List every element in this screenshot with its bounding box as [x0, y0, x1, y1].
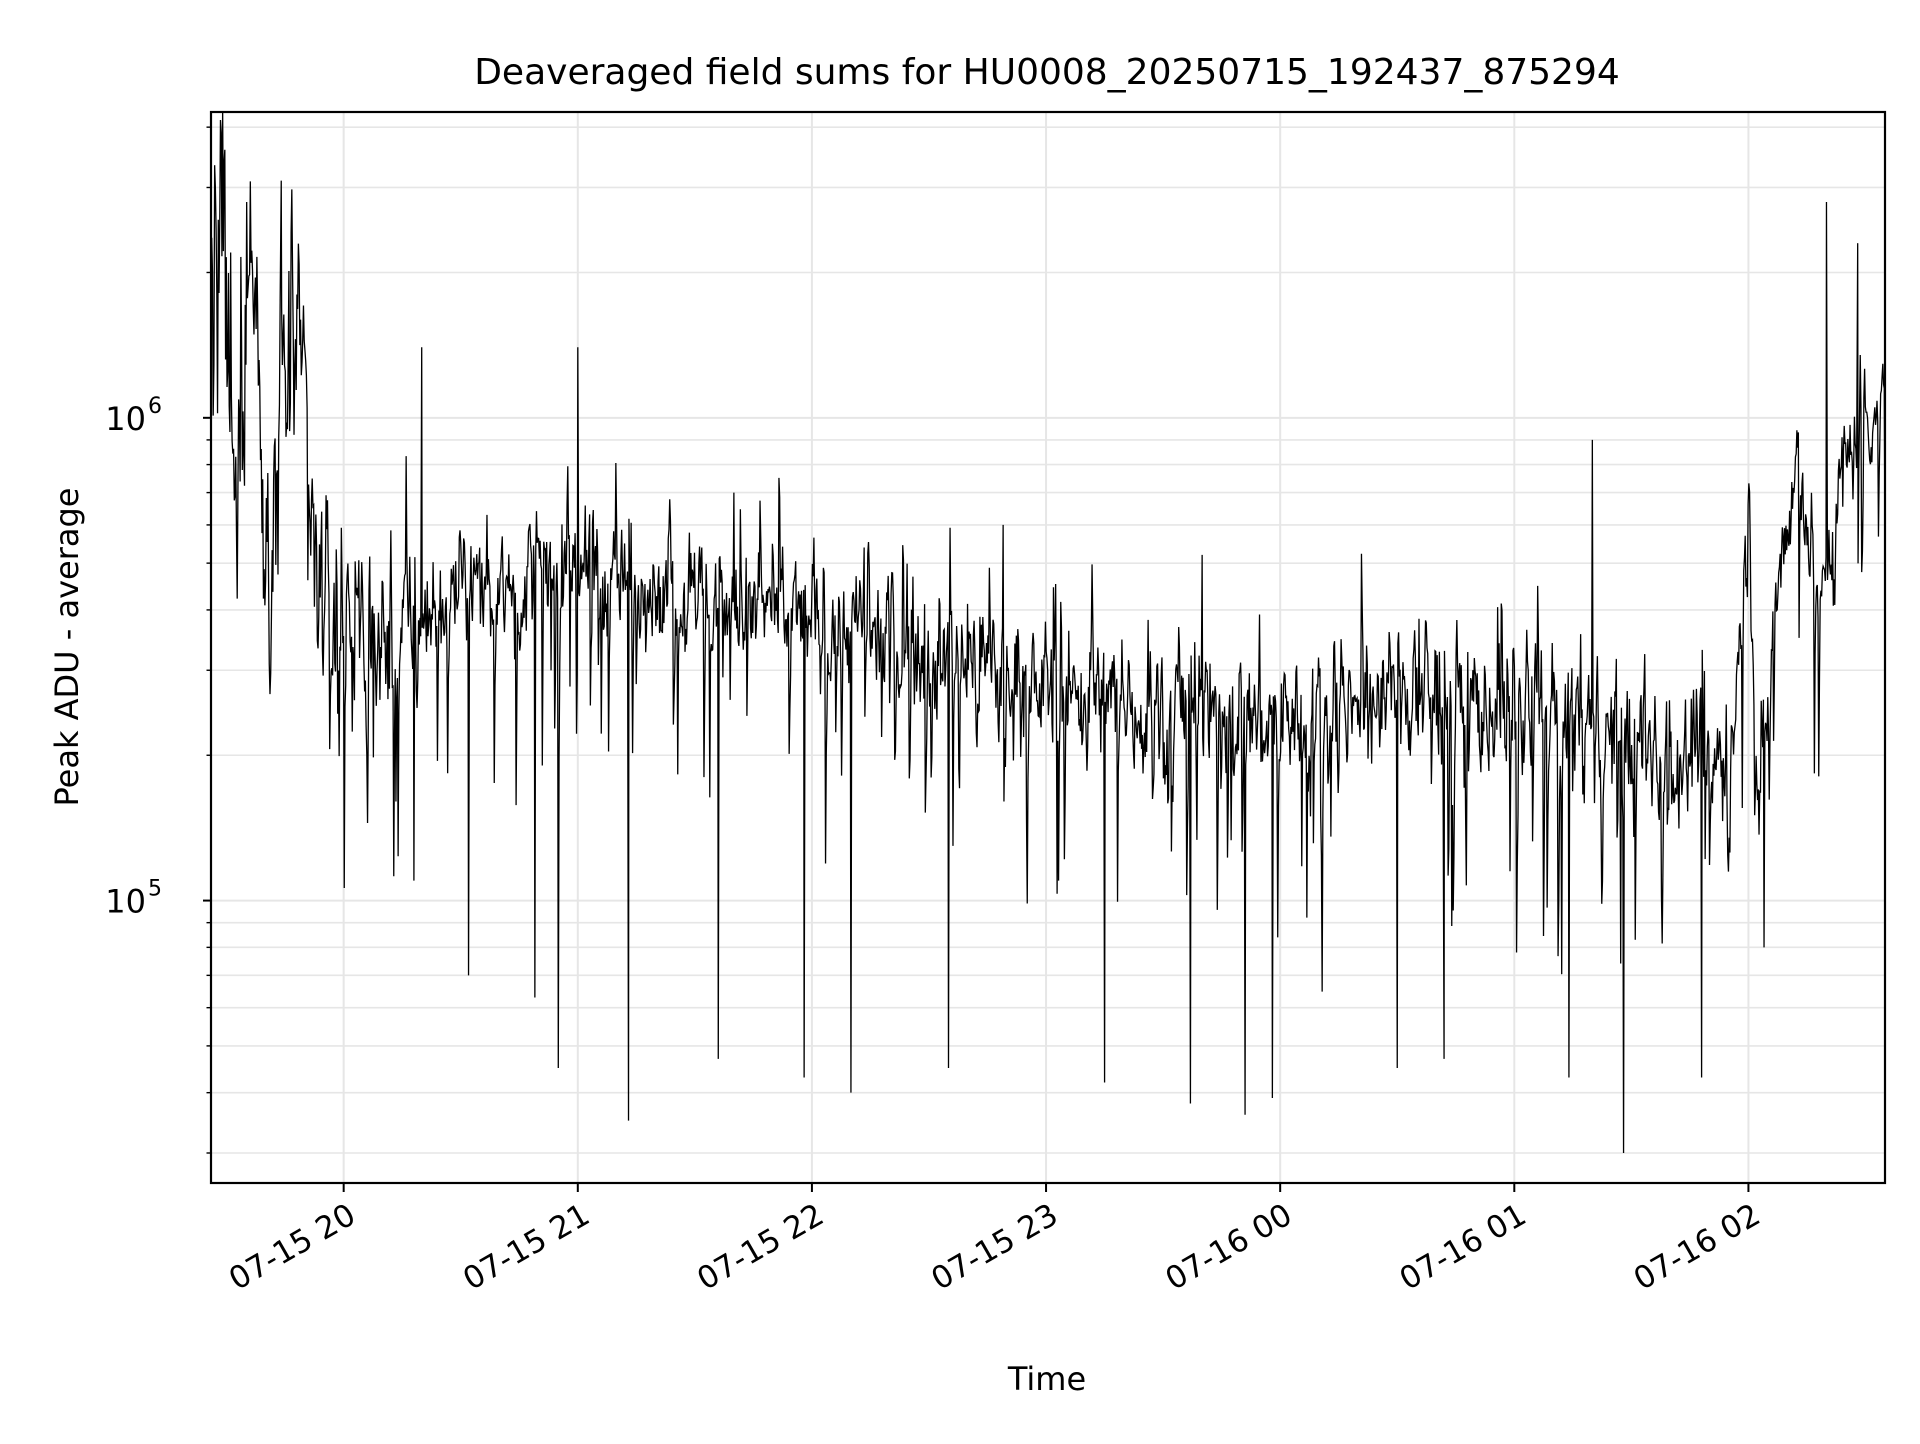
y-tick-label-base: 10 — [105, 883, 146, 921]
y-tick-label: 10 5 — [105, 877, 162, 921]
plot-frame — [209, 110, 1887, 1185]
series-line — [211, 112, 1885, 1154]
y-tick-label-exponent: 5 — [148, 877, 162, 902]
y-tick-label-base: 10 — [105, 400, 146, 438]
chart-title: Deaveraged field sums for HU0008_2025071… — [474, 52, 1620, 93]
y-axis-label: Peak ADU - average — [48, 488, 86, 807]
y-tick-label-exponent: 6 — [148, 394, 162, 419]
x-axis-label: Time — [1007, 1360, 1086, 1398]
plot-area — [211, 112, 1885, 1154]
y-tick-label: 10 6 — [105, 394, 162, 438]
